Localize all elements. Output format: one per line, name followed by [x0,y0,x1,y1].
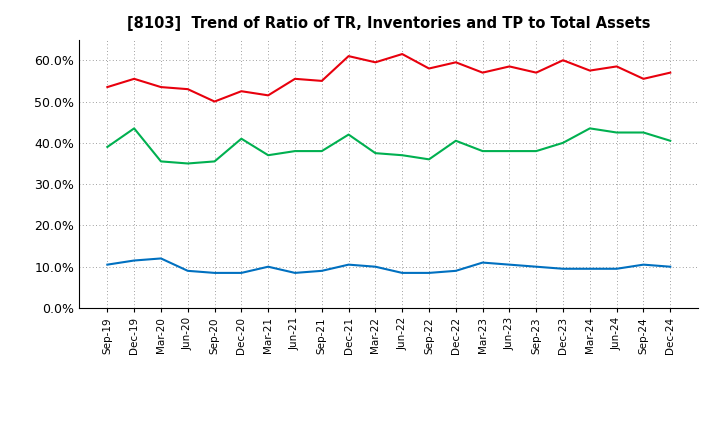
Trade Receivables [344,54,353,59]
Inventories [478,260,487,265]
Inventories [398,270,407,275]
Trade Receivables [585,68,594,73]
Trade Payables [344,132,353,137]
Line: Trade Payables: Trade Payables [107,128,670,164]
Trade Payables [237,136,246,141]
Trade Receivables [478,70,487,75]
Trade Payables [130,126,138,131]
Inventories [532,264,541,269]
Trade Payables [157,159,166,164]
Trade Payables [210,159,219,164]
Trade Payables [612,130,621,135]
Trade Payables [478,148,487,154]
Trade Receivables [398,51,407,57]
Trade Receivables [210,99,219,104]
Trade Payables [264,153,272,158]
Trade Receivables [425,66,433,71]
Title: [8103]  Trend of Ratio of TR, Inventories and TP to Total Assets: [8103] Trend of Ratio of TR, Inventories… [127,16,651,32]
Inventories [318,268,326,274]
Trade Receivables [505,64,514,69]
Inventories [103,262,112,267]
Trade Receivables [103,84,112,90]
Trade Payables [318,148,326,154]
Inventories [291,270,300,275]
Trade Payables [666,138,675,143]
Inventories [344,262,353,267]
Trade Payables [639,130,648,135]
Trade Payables [398,153,407,158]
Line: Trade Receivables: Trade Receivables [107,54,670,102]
Trade Receivables [237,88,246,94]
Inventories [210,270,219,275]
Trade Receivables [559,58,567,63]
Inventories [451,268,460,274]
Trade Payables [291,148,300,154]
Trade Receivables [130,76,138,81]
Inventories [559,266,567,271]
Inventories [585,266,594,271]
Inventories [425,270,433,275]
Trade Receivables [639,76,648,81]
Trade Payables [103,144,112,150]
Trade Payables [371,150,379,156]
Trade Receivables [264,93,272,98]
Inventories [612,266,621,271]
Inventories [666,264,675,269]
Trade Receivables [666,70,675,75]
Trade Receivables [291,76,300,81]
Trade Payables [559,140,567,146]
Inventories [639,262,648,267]
Trade Receivables [451,60,460,65]
Inventories [157,256,166,261]
Trade Receivables [612,64,621,69]
Trade Payables [532,148,541,154]
Inventories [264,264,272,269]
Inventories [130,258,138,263]
Inventories [505,262,514,267]
Trade Receivables [532,70,541,75]
Trade Receivables [157,84,166,90]
Trade Receivables [318,78,326,84]
Trade Payables [505,148,514,154]
Inventories [237,270,246,275]
Trade Payables [585,126,594,131]
Trade Payables [184,161,192,166]
Inventories [371,264,379,269]
Inventories [184,268,192,274]
Trade Payables [425,157,433,162]
Trade Payables [451,138,460,143]
Trade Receivables [184,87,192,92]
Line: Inventories: Inventories [107,258,670,273]
Trade Receivables [371,60,379,65]
